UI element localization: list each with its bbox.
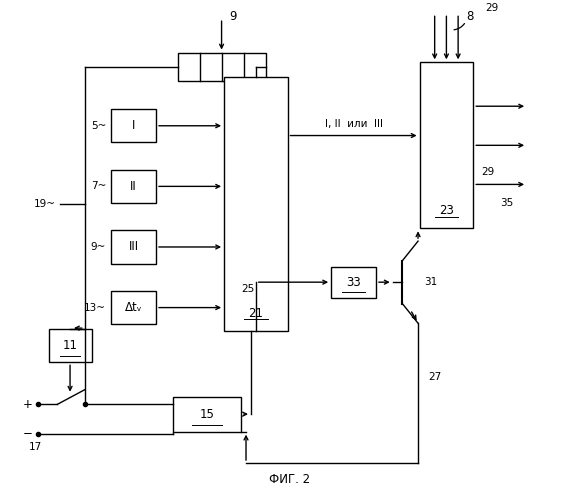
Text: 7~: 7~	[91, 182, 106, 192]
Text: 11: 11	[63, 339, 78, 352]
Bar	[224, 77, 288, 331]
Text: 33: 33	[346, 276, 361, 288]
Text: I, II  или  III: I, II или III	[325, 118, 383, 128]
Bar	[111, 170, 156, 203]
Text: III: III	[129, 240, 139, 254]
Text: 8: 8	[466, 10, 473, 23]
Text: 15: 15	[200, 408, 215, 420]
Bar	[331, 266, 376, 298]
Text: 27: 27	[428, 372, 441, 382]
Text: 13~: 13~	[84, 302, 106, 312]
Text: II: II	[130, 180, 137, 193]
Text: Δtᵥ: Δtᵥ	[125, 301, 143, 314]
Text: −: −	[23, 427, 33, 440]
Text: 31: 31	[424, 277, 437, 287]
Text: 5~: 5~	[91, 121, 106, 131]
Text: 35: 35	[501, 198, 514, 208]
Text: 25: 25	[241, 284, 255, 294]
Text: 29: 29	[485, 4, 498, 14]
Text: +: +	[23, 398, 33, 411]
Text: 9~: 9~	[91, 242, 106, 252]
Bar	[111, 291, 156, 324]
Text: I: I	[132, 120, 135, 132]
Text: ФИГ. 2: ФИГ. 2	[270, 473, 310, 486]
Bar	[173, 396, 241, 432]
Text: 19~: 19~	[34, 199, 56, 209]
Bar	[177, 54, 266, 81]
Text: 21: 21	[248, 307, 263, 320]
Text: 17: 17	[29, 442, 42, 452]
Bar	[49, 329, 92, 362]
Bar	[111, 109, 156, 142]
Text: 9: 9	[230, 10, 237, 23]
Text: 23: 23	[439, 204, 454, 218]
Bar	[419, 62, 473, 228]
Bar	[111, 230, 156, 264]
Text: 29: 29	[481, 166, 494, 176]
